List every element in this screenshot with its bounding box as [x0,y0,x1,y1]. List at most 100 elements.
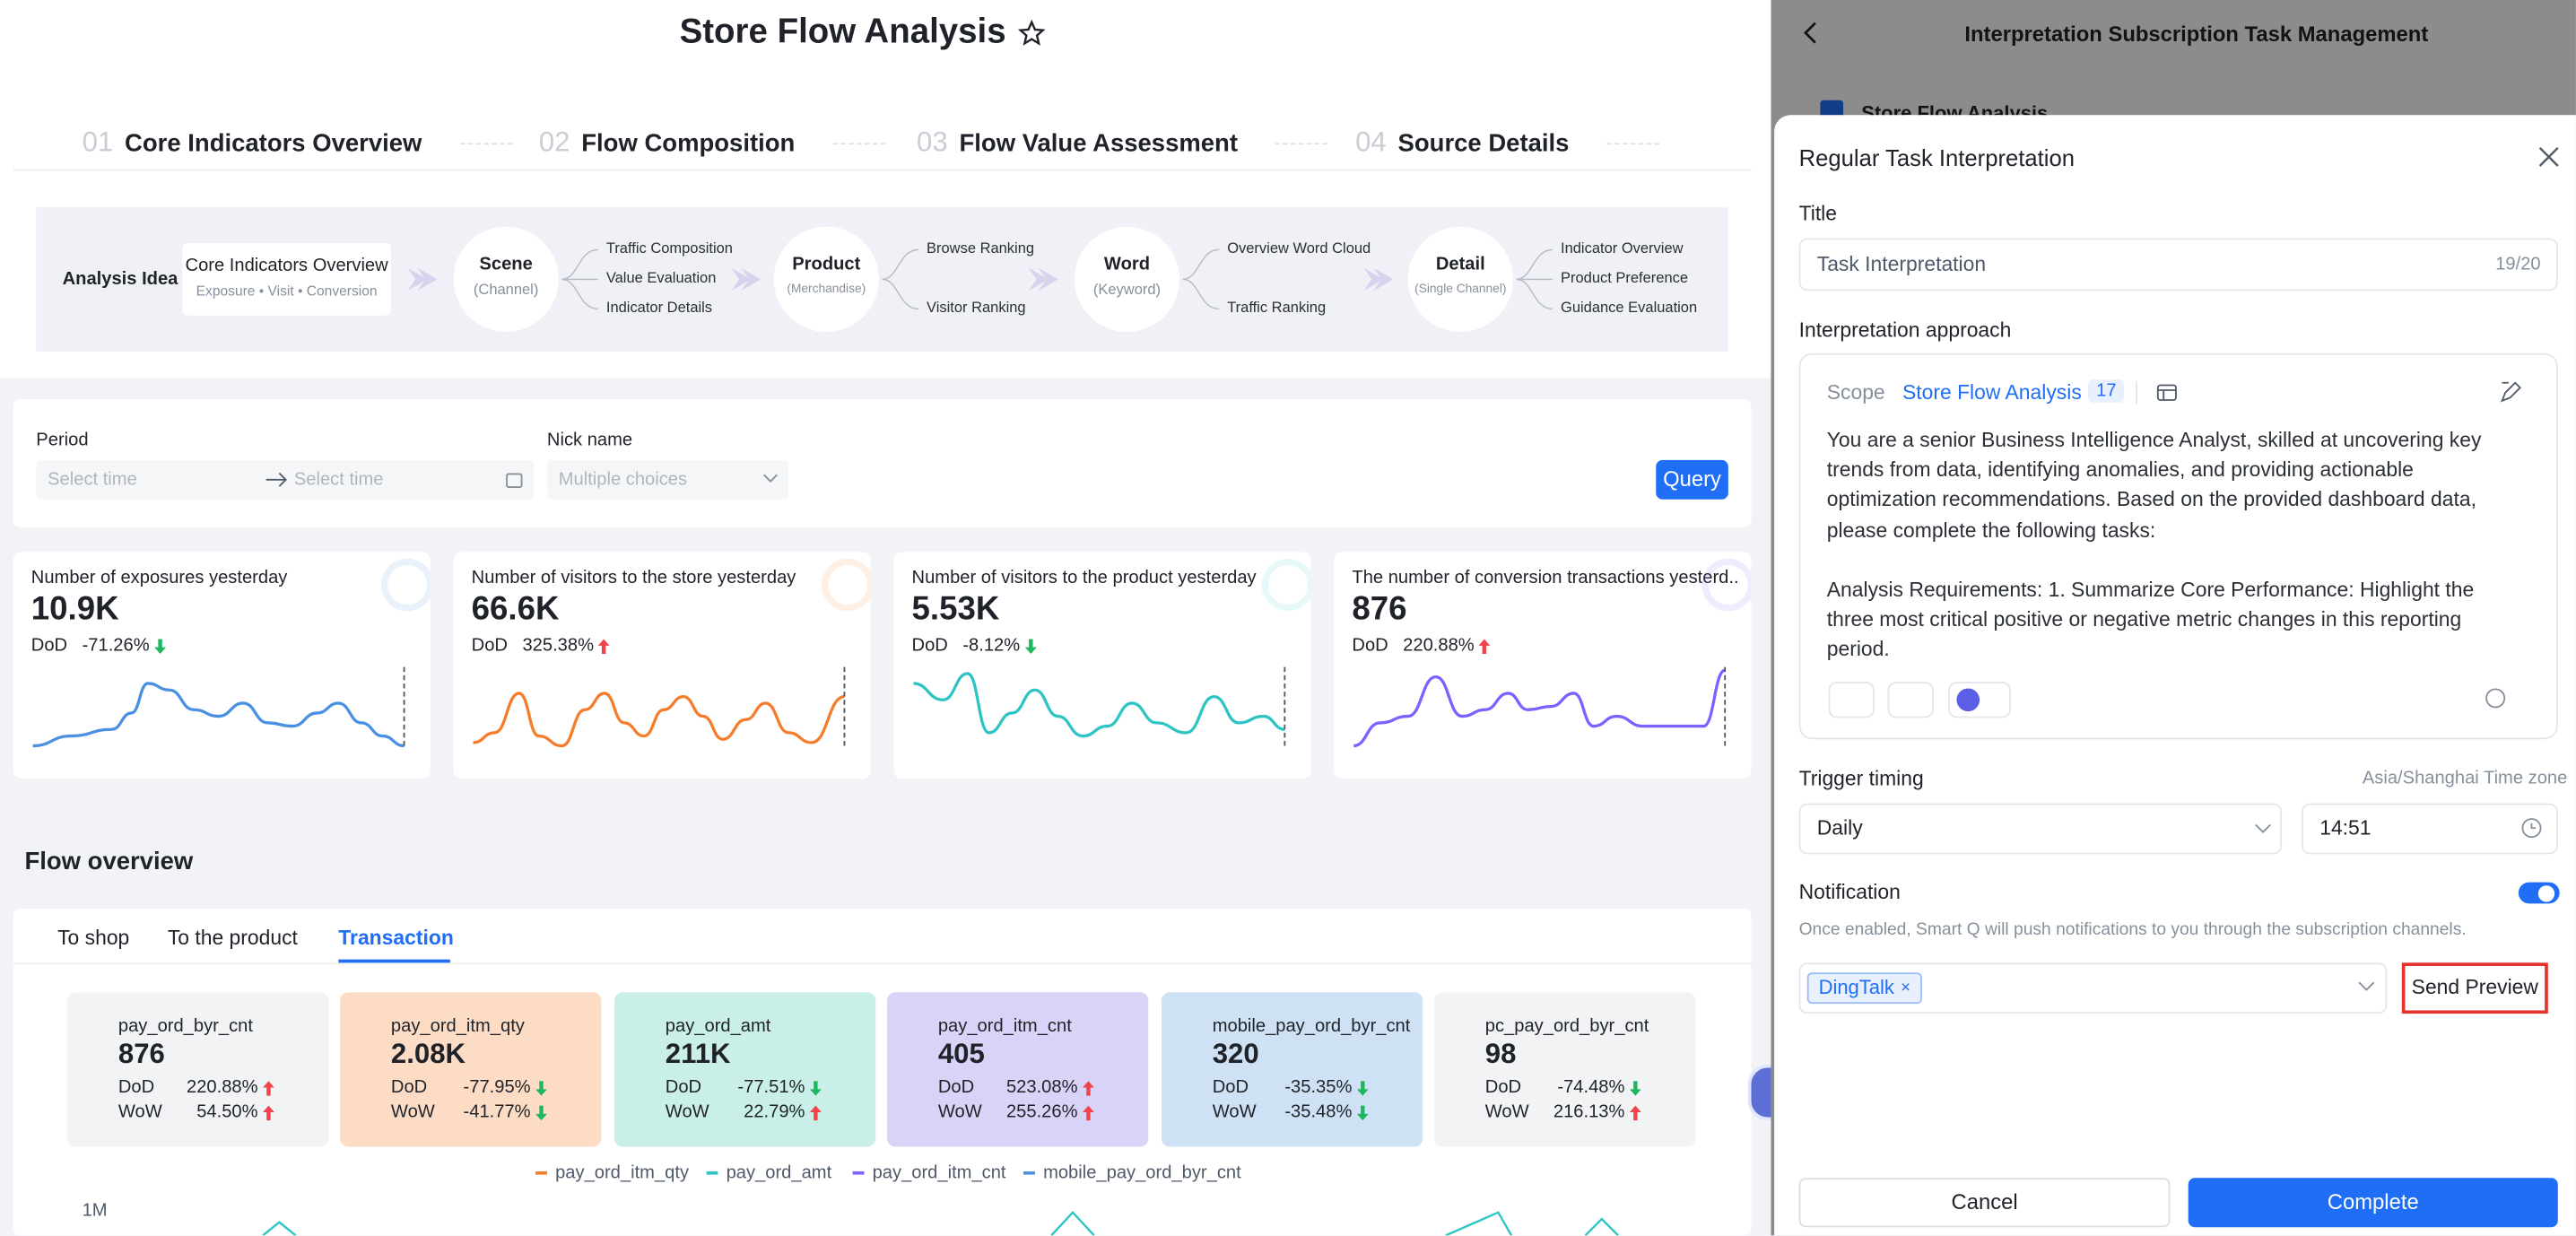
metric-value: 320 [1212,1038,1259,1070]
query-button[interactable]: Query [1656,459,1728,500]
arrow-down [535,1105,547,1121]
arrow-shape [1024,638,1037,654]
metric-change: -35.48% [1284,1102,1353,1122]
nick-select[interactable] [546,459,789,500]
branch-label: Visitor Ranking [927,299,1026,316]
legend-swatch [852,1171,865,1175]
chevron-left [1803,22,1816,44]
metric-name: pay_ord_amt [665,1016,771,1037]
tool-button[interactable] [1887,682,1934,718]
metric-card: pc_pay_ord_byr_cnt 98 DoD -74.48% WoW 216.13% [1433,992,1696,1147]
legend-swatch [1023,1171,1035,1175]
field-label: Notification [1798,880,1901,904]
metric-change: -74.48% [1557,1077,1625,1098]
kpi-title: Number of visitors to the store yesterda… [471,568,796,588]
card-decoration [380,558,431,612]
node-title: Product [792,254,861,274]
chevron [2255,823,2271,834]
scope-value[interactable]: Store Flow Analysis [1902,380,2082,405]
kpi-value: 66.6K [471,591,560,628]
arrow-shape [535,1105,547,1121]
title-input[interactable] [1798,238,2558,292]
legend-item: pay_ord_amt [706,1162,832,1183]
page-title: Store Flow Analysis [679,13,1006,51]
branch-line [1182,278,1220,310]
scope-label: Scope [1826,380,1885,405]
branch-label: Value Evaluation [605,269,717,286]
send-preview-button[interactable]: Send Preview [2401,962,2548,1014]
period-end: Select time [293,469,384,490]
kpi-title: Number of exposures yesterday [30,568,288,588]
metric-change: 22.79% [744,1102,805,1122]
channel-tag: DingTalk × [1806,972,1922,1005]
prompt-paragraph: You are a senior Business Intelligence A… [1826,429,2482,542]
metric-value: 211K [665,1038,731,1070]
flow-arrow [407,267,438,292]
arrow-down [1024,638,1037,654]
legend-swatch [535,1171,547,1175]
kpi-value: 876 [1352,591,1407,628]
star [1018,19,1047,46]
scope-count: 17 [2087,379,2125,403]
arrow-down [1356,1081,1369,1096]
chart-fragment-line [262,1210,1619,1236]
flow-arrow [731,267,761,292]
branch-label: Guidance Evaluation [1561,299,1698,316]
tab[interactable]: Transaction [338,927,454,950]
node-circle [773,226,879,332]
arrow-down [809,1081,822,1096]
channel-tag-close[interactable]: × [1901,979,1910,997]
table-icon [2156,384,2177,401]
legend-label: pay_ord_amt [726,1162,832,1183]
edit-icon [2500,381,2521,403]
kpi-arrow-wrap [1479,638,1492,654]
metric-name: pay_ord_byr_cnt [117,1016,253,1037]
arrow-up [1083,1081,1094,1096]
tabs-divider [13,962,1752,965]
table-shape [2156,384,2177,401]
arrow-down [535,1081,547,1096]
node-subtitle: (Merchandise) [787,281,866,296]
tab-underline [338,959,450,963]
metric-card: pay_ord_itm_cnt 405 DoD 523.08% WoW 255.26% [887,992,1149,1147]
clock-shape [2521,818,2542,839]
cancel-button[interactable]: Cancel [1798,1178,2171,1228]
branch-line [1516,248,1553,281]
flow-arrow [1363,267,1394,292]
metric-value: 2.08K [390,1038,466,1070]
core-title: Core Indicators Overview [185,256,388,276]
sparkline-path [473,692,845,748]
step-number: 03 [917,126,948,158]
section-title: Flow overview [24,848,194,876]
branch-label: Indicator Details [605,299,713,316]
branch-line [561,248,598,281]
arrow-up [1083,1105,1094,1121]
arrow-shape [1356,1081,1369,1096]
arrow-shape [1479,638,1492,654]
metric-change-label: WoW [1484,1102,1529,1122]
arrow-up [1479,638,1492,654]
branch-label: Browse Ranking [927,239,1035,257]
metric-change-label: WoW [117,1102,162,1122]
channel-select[interactable] [1798,962,2388,1014]
metric-change-label: WoW [665,1102,709,1122]
node-title: Scene [479,254,533,274]
title-input-value: Task Interpretation [1816,253,1987,276]
model-button[interactable] [1948,682,2011,718]
time-select[interactable] [2302,803,2558,855]
tool-button[interactable] [1828,682,1875,718]
metric-change-label: DoD [1212,1077,1249,1098]
kpi-arrow-wrap [154,638,166,654]
tab[interactable]: To shop [57,927,130,950]
metric-card: mobile_pay_ord_byr_cnt 320 DoD -35.35% WoW -3… [1161,992,1423,1147]
node: Detail (Single Channel) [1408,255,1513,296]
complete-button[interactable]: Complete [2188,1178,2558,1228]
step-number: 02 [538,126,570,158]
kpi-title: Number of visitors to the product yester… [911,568,1257,588]
sparkline [1353,558,1752,750]
node-circle [453,226,559,332]
arrow-shape [809,1081,822,1096]
tab[interactable]: To the product [167,927,298,950]
frequency-select[interactable] [1798,803,2283,855]
notification-desc: Once enabled, Smart Q will push notifica… [1798,919,2467,940]
